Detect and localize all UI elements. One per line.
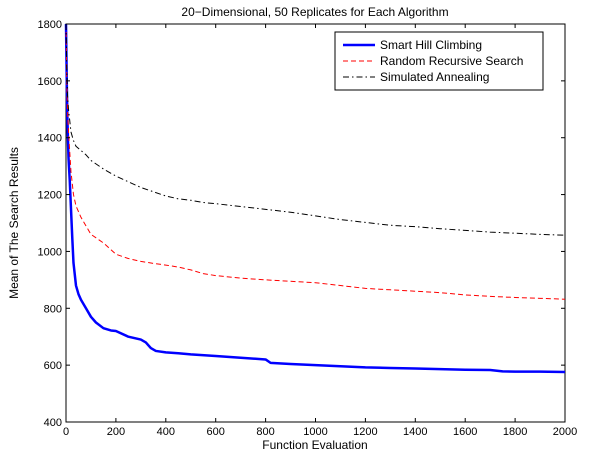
y-tick-label: 1000 (38, 246, 62, 258)
x-tick-label: 2000 (553, 426, 577, 438)
x-tick-label: 600 (207, 426, 225, 438)
y-tick-label: 1400 (38, 133, 62, 145)
series-line-simulated-annealing (65, 23, 566, 236)
legend: Smart Hill Climbing Random Recursive Sea… (334, 31, 544, 91)
series-line-smart-hill-climbing (64, 23, 566, 374)
y-tick-label: 400 (44, 417, 62, 429)
x-tick-label: 1000 (303, 426, 327, 438)
x-tick-label: 1600 (453, 426, 477, 438)
x-axis-title: Function Evaluation (262, 438, 367, 452)
x-tick-label: 1200 (353, 426, 377, 438)
series-layer (64, 23, 566, 374)
y-tick-label: 1200 (38, 190, 62, 202)
series-line-random-recursive-search (65, 23, 566, 300)
x-tick-label: 200 (107, 426, 125, 438)
legend-label-simulated-annealing: Simulated Annealing (380, 70, 489, 84)
axis-ticks: 0 200 400 600 800 1000 1200 1400 1600 1800 2000 400… (38, 19, 578, 438)
x-tick-label: 1400 (403, 426, 427, 438)
y-axis-title: Mean of The Search Results (7, 147, 21, 299)
x-tick-label: 1800 (503, 426, 527, 438)
x-tick-label: 800 (256, 426, 274, 438)
x-tick-label: 0 (63, 426, 69, 438)
y-tick-label: 1800 (38, 19, 62, 31)
legend-label-random-recursive-search: Random Recursive Search (380, 54, 523, 68)
y-tick-label: 800 (44, 303, 62, 315)
y-tick-label: 1600 (38, 76, 62, 88)
x-tick-label: 400 (157, 426, 175, 438)
legend-label-smart-hill-climbing: Smart Hill Climbing (380, 38, 482, 52)
chart-title: 20−Dimensional, 50 Replicates for Each A… (181, 5, 448, 19)
y-tick-label: 600 (44, 360, 62, 372)
